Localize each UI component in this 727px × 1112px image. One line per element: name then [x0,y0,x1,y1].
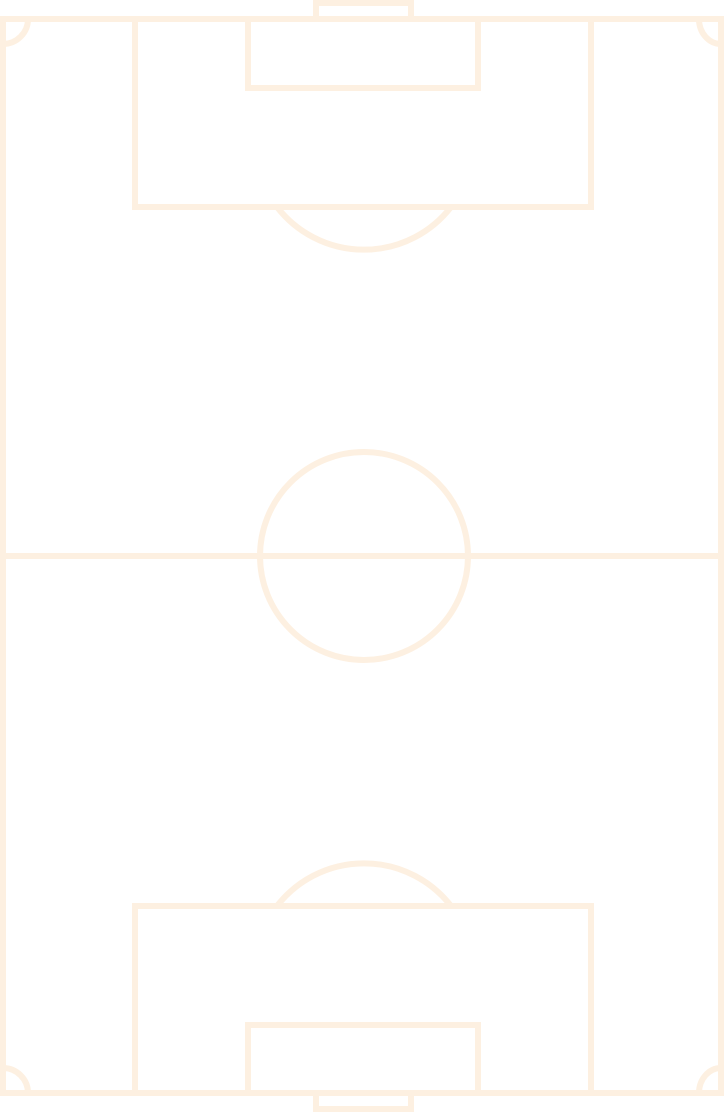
top-goal-area [245,16,481,91]
corner-arc-bottom-right [696,1065,722,1094]
corner-arc-bottom-left [2,1065,31,1094]
bottom-penalty-arc [274,860,454,908]
top-penalty-area [132,16,594,210]
corner-arc-top-right [696,18,722,47]
corner-arc-top-left [2,18,31,47]
top-penalty-arc [274,205,454,253]
bottom-penalty-area [132,903,594,1096]
center-circle [257,449,471,663]
bottom-goal-area [245,1022,481,1096]
